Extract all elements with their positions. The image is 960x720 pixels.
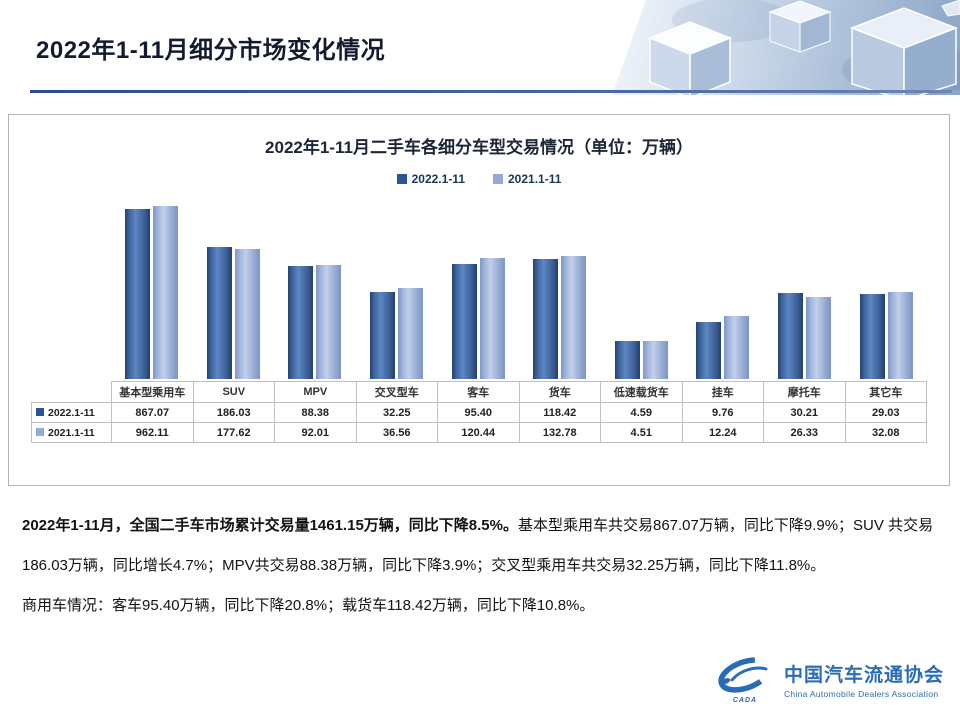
bar-group-4 [437, 258, 519, 379]
table-col-header-3: 交叉型车 [355, 381, 438, 403]
table-row-series0: 2022.1-11 867.07 186.03 88.38 32.25 95.40 118.… [31, 402, 927, 423]
bar-series1-cat7 [724, 315, 750, 379]
logo-name-en: China Automobile Dealers Association [783, 688, 939, 699]
decorative-cubes-image [612, 0, 960, 95]
table-cell-s1-c0: 962.11 [111, 422, 194, 443]
bar-series0-cat7 [696, 321, 722, 379]
page-title: 2022年1-11月细分市场变化情况 [36, 37, 386, 64]
legend-item-1: 2021.1-11 [493, 172, 561, 186]
chart-title: 2022年1-11月二手车各细分车型交易情况（单位：万辆） [265, 138, 693, 157]
bar-series1-cat8 [806, 296, 832, 379]
bar-series0-cat1 [206, 247, 232, 379]
table-cell-s0-c9: 29.03 [844, 402, 927, 423]
table-cell-s1-c7: 12.24 [681, 422, 764, 443]
table-col-header-2: MPV [274, 381, 357, 403]
bar-series1-cat5 [561, 255, 587, 379]
bar-series1-cat1 [234, 248, 260, 379]
bar-series1-cat4 [479, 258, 505, 379]
bar-group-1 [193, 247, 275, 379]
swoosh-icon [718, 657, 772, 693]
summary-detail: 基本型乘用车共交易867.07万辆，同比下降9.9%；SUV 共交易186.03… [22, 517, 934, 574]
table-col-header-8: 摩托车 [763, 381, 846, 403]
table-col-header-7: 挂车 [681, 381, 764, 403]
table-cell-s1-c3: 36.56 [355, 422, 438, 443]
organization-logo: CADA 中国汽车流通协会 China Automobile Dealers A… [716, 654, 944, 704]
table-cell-s0-c2: 88.38 [274, 402, 357, 423]
summary-headline: 2022年1-11月，全国二手车市场累计交易量1461.15万辆，同比下降8.5… [22, 517, 518, 534]
bar-group-0 [111, 206, 193, 379]
bar-group-9 [845, 291, 927, 379]
table-corner [32, 382, 112, 403]
table-col-header-1: SUV [192, 381, 275, 403]
table-col-header-9: 其它车 [844, 381, 927, 403]
cubes-graphic [647, 0, 960, 95]
logo-name-cn: 中国汽车流通协会 [783, 664, 944, 686]
table-cell-s1-c2: 92.01 [274, 422, 357, 443]
table-cell-s1-c4: 120.44 [437, 422, 520, 443]
table-cell-s0-c8: 30.21 [763, 402, 846, 423]
bars [111, 197, 927, 379]
cada-abbr: CADA [732, 697, 758, 704]
summary-text: 2022年1-11月，全国二手车市场累计交易量1461.15万辆，同比下降8.5… [22, 506, 940, 626]
table-cell-s0-c1: 186.03 [192, 402, 275, 423]
bar-series1-cat9 [887, 291, 913, 379]
table-cell-s1-c5: 132.78 [518, 422, 601, 443]
table-col-header-5: 货车 [518, 381, 601, 403]
bar-series0-cat4 [451, 264, 477, 379]
bar-group-3 [356, 288, 438, 379]
bar-series1-cat6 [642, 341, 668, 379]
legend-swatch [493, 174, 503, 184]
chart-panel: 2022年1-11月二手车各细分车型交易情况（单位：万辆） 2022.1-11 2… [8, 114, 950, 486]
table-col-header-4: 客车 [437, 381, 520, 403]
table-row-series1: 2021.1-11 962.11 177.62 92.01 36.56 120.44 132… [31, 422, 927, 443]
table-header-row: 基本型乘用车 SUV MPV 交叉型车 客车 货车 低速载货车 挂车 摩托车 其它车 [32, 381, 927, 403]
bar-group-8 [764, 293, 846, 379]
table-cell-s1-c6: 4.51 [600, 422, 683, 443]
title-underline [30, 90, 952, 93]
table-cell-s0-c3: 32.25 [355, 402, 438, 423]
table-cell-s1-c9: 32.08 [844, 422, 927, 443]
bar-group-5 [519, 255, 601, 379]
legend-swatch [396, 174, 407, 184]
table-col-header-0: 基本型乘用车 [111, 381, 194, 403]
table-cell-s0-c5: 118.42 [518, 402, 601, 423]
bar-series1-cat0 [153, 206, 179, 379]
bar-series0-cat9 [859, 294, 885, 379]
bar-series0-cat0 [125, 208, 151, 379]
bar-series0-cat8 [778, 293, 804, 379]
bar-group-7 [682, 315, 764, 379]
legend-item-0: 2022.1-11 [396, 172, 465, 186]
bar-group-6 [601, 340, 683, 379]
logo-text: 中国汽车流通协会 China Automobile Dealers Associ… [784, 660, 944, 699]
chart-table: 基本型乘用车 SUV MPV 交叉型车 客车 货车 低速载货车 挂车 摩托车 其它车 2022.1-… [31, 381, 927, 443]
table-cell-s0-c7: 9.76 [681, 402, 764, 423]
row-label-swatch [36, 407, 44, 416]
bar-series0-cat3 [370, 291, 396, 379]
cada-logo-icon: CADA [716, 654, 774, 704]
bar-series0-cat5 [533, 258, 559, 379]
table-col-header-6: 低速载货车 [600, 381, 683, 403]
table-row-label: 2021.1-11 [31, 422, 112, 443]
bar-group-2 [274, 265, 356, 379]
legend-label: 2022.1-11 [411, 172, 465, 186]
table-cell-s0-c6: 4.59 [600, 402, 683, 423]
table-body: 基本型乘用车 SUV MPV 交叉型车 客车 货车 低速载货车 挂车 摩托车 其它车 2022.1-… [31, 381, 927, 443]
summary-paragraph-1: 2022年1-11月，全国二手车市场累计交易量1461.15万辆，同比下降8.5… [22, 506, 940, 586]
bar-series0-cat6 [614, 340, 640, 379]
bar-series1-cat2 [316, 265, 342, 379]
row-label-swatch [36, 427, 44, 436]
table-cell-s0-c4: 95.40 [437, 402, 520, 423]
table-cell-s1-c1: 177.62 [192, 422, 275, 443]
table-row-label: 2022.1-11 [31, 402, 112, 423]
bar-series1-cat3 [398, 288, 424, 379]
summary-paragraph-2: 商用车情况：客车95.40万辆，同比下降20.8%；载货车118.42万辆，同比… [22, 597, 595, 614]
chart-legend: 2022.1-11 2021.1-11 [9, 172, 949, 186]
bar-series0-cat2 [288, 266, 314, 379]
legend-label: 2021.1-11 [508, 172, 562, 186]
table-cell-s0-c0: 867.07 [111, 402, 194, 423]
table-cell-s1-c8: 26.33 [763, 422, 846, 443]
